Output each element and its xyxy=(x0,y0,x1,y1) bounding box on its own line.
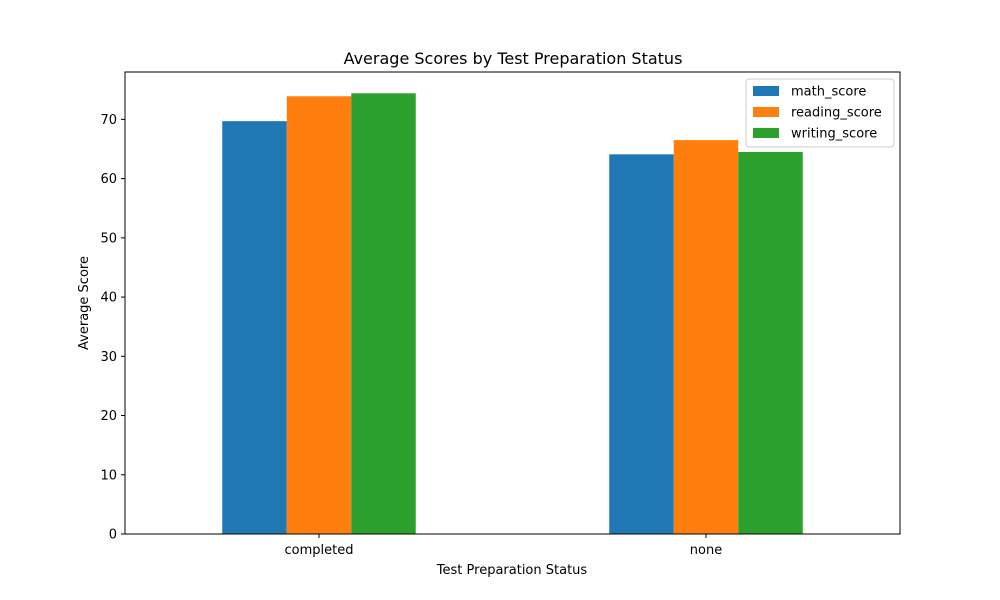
legend-label-writing-score: writing_score xyxy=(791,127,877,142)
x-tick-label-none: none xyxy=(690,543,722,558)
bar-math-score-completed xyxy=(222,121,287,534)
y-tick-label: 10 xyxy=(100,468,117,483)
bar-writing-score-completed xyxy=(351,93,416,534)
bar-math-score-none xyxy=(609,154,674,534)
bar-reading-score-completed xyxy=(286,96,352,534)
bar-reading-score-none xyxy=(673,140,739,534)
x-axis-label: Test Preparation Status xyxy=(436,563,588,578)
legend-label-reading-score: reading_score xyxy=(791,106,882,121)
x-tick-label-completed: completed xyxy=(285,543,354,558)
y-tick-label: 0 xyxy=(109,528,117,543)
y-tick-label: 70 xyxy=(100,113,117,128)
chart-title: Average Scores by Test Preparation Statu… xyxy=(344,49,683,68)
legend: math_score reading_score writing_score xyxy=(745,78,895,148)
plot-frame xyxy=(124,71,901,535)
y-axis-label: Average Score xyxy=(77,256,92,350)
y-tick-label: 60 xyxy=(100,172,117,187)
y-tick-label: 50 xyxy=(100,231,117,246)
legend-swatch-reading-score xyxy=(753,107,779,117)
bars-layer xyxy=(222,93,803,534)
x-axis: completed none xyxy=(285,534,722,558)
y-tick-label: 30 xyxy=(100,350,117,365)
y-axis: 0 10 20 30 40 50 60 70 xyxy=(100,113,125,543)
legend-swatch-writing-score xyxy=(753,128,779,138)
bar-writing-score-none xyxy=(738,151,803,534)
legend-label-math-score: math_score xyxy=(791,85,866,100)
legend-swatch-math-score xyxy=(753,86,779,96)
y-tick-label: 20 xyxy=(100,409,117,424)
legend-box xyxy=(745,78,895,148)
y-tick-label: 40 xyxy=(100,291,117,306)
